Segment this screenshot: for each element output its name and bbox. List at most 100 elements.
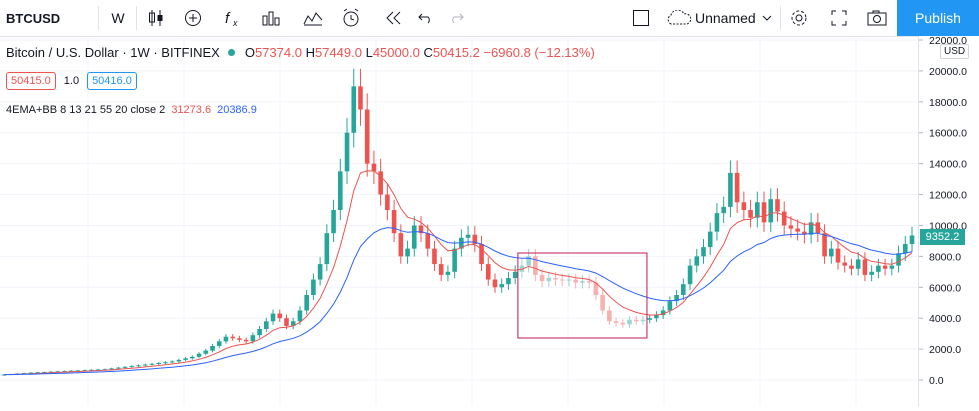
candles-icon[interactable] [142,0,170,36]
candle-body [122,366,128,368]
close-label: C [423,45,433,60]
candle-body [492,279,498,288]
candle-body [95,369,101,371]
camera-icon[interactable] [862,0,892,36]
ema-lines [3,170,913,376]
candle [317,257,323,286]
candle-body [136,365,141,367]
low-label: L [365,45,373,60]
chevron-down-icon[interactable] [760,0,774,36]
high-value: 57449.0 [314,45,362,60]
candle [297,306,303,325]
candle-body [203,350,209,354]
candle-body [889,265,895,269]
candle-body [876,265,881,272]
buy-price-button[interactable]: 50416.0 [87,72,137,90]
price-axis[interactable]: 22000.0 20000.0 18000.0 16000.0 14000.0 12000… [918,35,979,406]
candle [142,363,148,367]
add-indicator-icon[interactable] [178,0,208,36]
indicator-legend[interactable]: 4EMA+BB 8 13 21 55 20 close 2 31273.6 2038… [6,104,257,116]
candle-body [499,284,505,288]
candle-body [337,171,343,210]
candle-body [465,234,471,238]
fullscreen-icon[interactable] [824,0,854,36]
candle-body [586,281,592,283]
templates-icon[interactable] [298,0,328,36]
alert-icon[interactable] [336,0,366,36]
axis-tick-label: 18000.0 [929,97,967,109]
candle [344,117,350,184]
undo-icon[interactable] [412,0,440,36]
candle [681,278,686,301]
candle [425,224,431,257]
candle-body [687,265,693,285]
candle [371,150,377,184]
candle [815,212,821,242]
publish-button[interactable]: Publish [897,0,979,36]
candle [660,306,666,319]
candle-body [169,361,175,363]
price-chart[interactable] [0,36,918,406]
currency-label[interactable]: USD [940,44,970,59]
close-value: 50415.2 [432,45,480,60]
market-status-dot [227,49,235,56]
candle [116,366,121,370]
candle-body [620,322,626,325]
candle [896,245,901,273]
candle-body [734,172,740,203]
candle [835,240,841,270]
cloud-icon[interactable] [664,0,694,36]
candle-body [264,321,269,329]
candle [741,191,747,221]
candle-body [75,370,81,372]
candle-body [728,172,733,207]
compare-icon[interactable] [256,0,286,36]
candle-body [452,248,457,272]
candle [728,160,733,218]
candle [882,258,888,276]
symbol-search-button[interactable]: BTCUSD [6,10,61,26]
sell-price-button[interactable]: 50415.0 [6,72,56,90]
layout-icon[interactable] [626,0,656,36]
redo-icon[interactable] [442,0,470,36]
candle-body [573,279,579,283]
candle [687,258,693,290]
candle-body [828,248,834,257]
svg-text:f: f [225,10,231,27]
candle [828,240,834,264]
candle-body [62,371,67,373]
ema-slow-line [3,227,913,376]
candle-body [35,372,40,374]
interval-button[interactable]: W [111,10,125,26]
settings-icon[interactable] [784,0,814,36]
candle-body [902,244,908,254]
candle [721,196,726,224]
candle-body [176,359,182,362]
candle [411,216,417,257]
candle [734,160,740,213]
indicator-value-fast: 31273.6 [171,104,212,116]
candle [822,224,827,264]
candle [169,360,175,364]
candle-body [768,199,774,223]
candle-body [250,335,256,342]
candle-body [311,279,316,295]
candle [243,337,249,344]
candle-body [42,371,47,373]
candle [438,257,444,282]
candle-body [660,310,666,316]
candle [613,317,619,327]
replay-icon[interactable] [378,0,408,36]
candle [465,226,471,247]
candle [290,317,296,330]
axis-tick-label: 2000.0 [929,344,961,356]
candle-body [445,271,451,275]
candle-body [781,211,787,226]
candle [593,276,599,301]
candle [190,355,195,360]
template-name[interactable]: Unnamed [695,10,756,26]
candle-body [28,372,34,374]
candle-body [896,253,901,266]
candle-body [815,222,821,234]
